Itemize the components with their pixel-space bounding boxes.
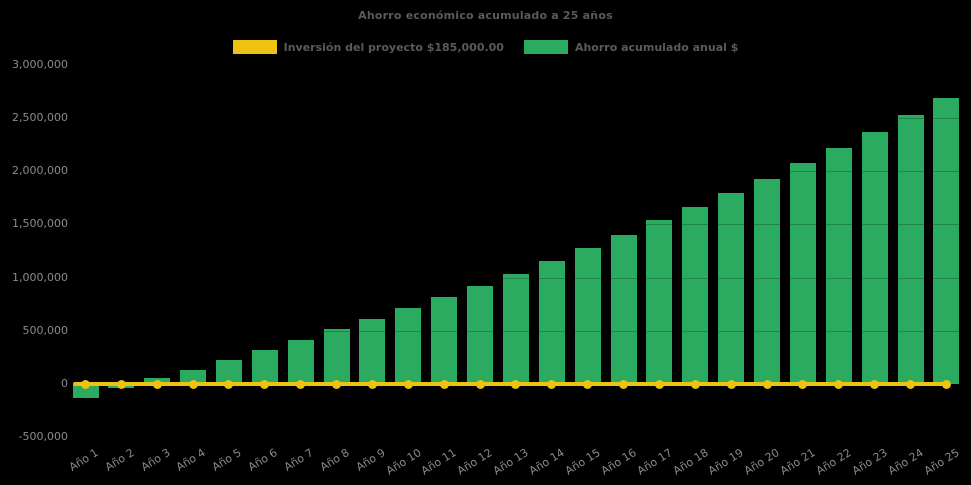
gridline (72, 437, 962, 439)
y-axis-label: 1,000,000 (12, 270, 68, 284)
bar[interactable] (574, 248, 601, 384)
x-axis-label: Año 17 (634, 446, 675, 478)
legend-item-savings[interactable]: Ahorro acumulado anual $ (523, 40, 739, 54)
line-marker[interactable] (619, 379, 629, 389)
line-marker[interactable] (81, 379, 90, 389)
line-marker[interactable] (762, 379, 772, 389)
x-axis-label: Año 10 (383, 446, 424, 478)
bar[interactable] (861, 131, 888, 384)
x-axis-label: Año 3 (138, 446, 173, 474)
line-marker[interactable] (367, 379, 377, 389)
line-marker[interactable] (583, 379, 593, 389)
x-axis-label: Año 21 (778, 446, 818, 478)
y-axis-label: 3,000,000 (12, 57, 68, 71)
y-axis-label: -500,000 (18, 430, 68, 444)
line-marker[interactable] (690, 379, 700, 389)
x-axis-label: Año 4 (174, 446, 209, 474)
y-axis-label: 0 (61, 377, 68, 390)
line-marker[interactable] (654, 379, 664, 389)
x-axis-label: Año 7 (281, 446, 316, 474)
legend-item-investment[interactable]: Inversión del proyecto $185,000.00 (232, 40, 504, 54)
x-axis-label: Año 14 (526, 446, 567, 478)
x-axis-label: Año 16 (598, 446, 639, 478)
line-marker[interactable] (834, 379, 844, 389)
line-marker[interactable] (941, 379, 951, 389)
bar[interactable] (897, 114, 924, 384)
savings-legend-swatch (523, 40, 568, 54)
x-axis-label: Año 19 (706, 446, 747, 478)
bar[interactable] (610, 235, 637, 384)
x-axis-label: Año 20 (742, 446, 782, 478)
x-axis-label: Año 2 (102, 446, 137, 474)
line-marker[interactable] (296, 379, 306, 389)
x-axis-label: Año 8 (317, 446, 352, 474)
line-marker[interactable] (188, 379, 198, 389)
line-marker[interactable] (152, 379, 162, 389)
y-axis-label: 2,500,000 (12, 111, 68, 124)
investment-legend-label: Inversión del proyecto $185,000.00 (283, 40, 504, 54)
x-axis-label: Año 6 (245, 446, 280, 474)
bar[interactable] (323, 329, 350, 384)
investment-legend-swatch (232, 40, 277, 54)
bar[interactable] (431, 297, 458, 384)
x-axis-label: Año 1 (66, 446, 101, 474)
x-axis-label: Año 13 (491, 446, 531, 478)
bar[interactable] (718, 193, 745, 384)
legend: Inversión del proyecto $185,000.00 Ahorr… (0, 40, 971, 54)
gridline (72, 224, 962, 226)
bar[interactable] (467, 285, 494, 384)
y-axis-label: 500,000 (22, 323, 69, 337)
x-axis-label: Año 9 (353, 446, 388, 474)
line-marker[interactable] (260, 379, 270, 389)
x-axis-label: Año 11 (419, 446, 460, 478)
x-axis-label: Año 12 (455, 446, 495, 478)
line-marker[interactable] (547, 379, 557, 389)
line-marker[interactable] (224, 379, 234, 389)
bar[interactable] (933, 97, 960, 384)
line-marker[interactable] (116, 379, 126, 389)
savings-legend-label: Ahorro acumulado anual $ (574, 40, 739, 54)
bar[interactable] (825, 147, 852, 384)
x-axis-label: Año 15 (562, 446, 603, 478)
x-axis-label: Año 18 (670, 446, 711, 478)
line-marker[interactable] (906, 379, 915, 389)
x-axis-label: Año 22 (813, 446, 854, 478)
line-marker[interactable] (726, 379, 736, 389)
x-axis-label: Año 24 (885, 446, 926, 478)
bar[interactable] (754, 179, 781, 384)
bar[interactable] (287, 340, 314, 384)
line-marker[interactable] (332, 379, 342, 389)
y-axis-label: 2,000,000 (12, 164, 68, 178)
chart-title: Ahorro económico acumulado a 25 años (358, 9, 613, 22)
bar[interactable] (251, 350, 278, 384)
bar[interactable] (538, 261, 565, 384)
gridline (72, 330, 962, 332)
line-marker[interactable] (798, 379, 808, 389)
x-axis-label: Año 25 (921, 446, 962, 478)
bar[interactable] (359, 319, 386, 384)
gridline (72, 64, 962, 66)
line-marker[interactable] (870, 379, 880, 389)
gridline (72, 118, 962, 119)
bar[interactable] (395, 308, 422, 384)
bar[interactable] (789, 163, 816, 384)
bar[interactable] (72, 384, 99, 399)
bar[interactable] (682, 207, 709, 384)
bar[interactable] (646, 220, 673, 384)
gridline (72, 277, 962, 279)
line-marker[interactable] (475, 379, 485, 389)
line-marker[interactable] (511, 379, 521, 389)
gridline (72, 171, 962, 173)
line-marker[interactable] (439, 379, 449, 389)
y-axis-label: 1,500,000 (12, 217, 68, 231)
bar[interactable] (180, 369, 207, 384)
bar[interactable] (502, 273, 529, 384)
x-axis-label: Año 5 (210, 446, 244, 474)
x-axis-label: Año 23 (849, 446, 890, 478)
line-marker[interactable] (403, 379, 413, 389)
